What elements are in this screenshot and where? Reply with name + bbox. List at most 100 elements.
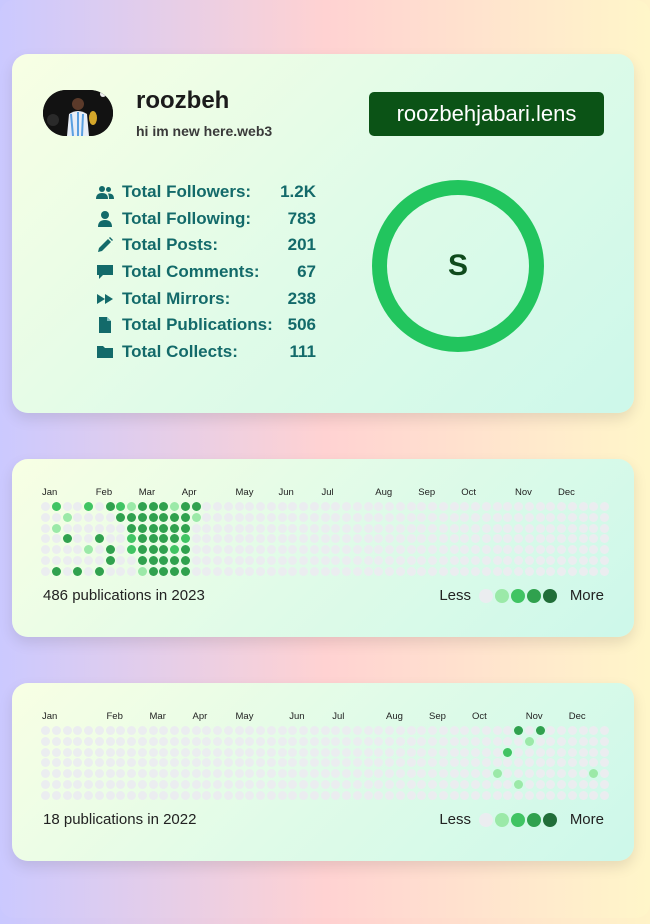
day-cell[interactable]	[363, 502, 373, 511]
day-cell[interactable]	[331, 758, 341, 768]
day-cell[interactable]	[363, 726, 373, 735]
day-cell[interactable]	[94, 790, 104, 800]
day-cell[interactable]	[127, 758, 136, 768]
day-cell[interactable]	[137, 566, 147, 576]
day-cell[interactable]	[116, 502, 126, 511]
day-cell[interactable]	[514, 736, 523, 746]
day-cell[interactable]	[524, 555, 534, 565]
day-cell[interactable]	[170, 555, 179, 565]
day-cell[interactable]	[535, 502, 545, 511]
day-cell[interactable]	[170, 512, 179, 522]
day-cell[interactable]	[202, 736, 212, 746]
day-cell[interactable]	[395, 566, 405, 576]
day-cell[interactable]	[213, 512, 222, 522]
day-cell[interactable]	[449, 758, 459, 768]
day-cell[interactable]	[438, 747, 448, 757]
day-cell[interactable]	[180, 534, 190, 544]
day-cell[interactable]	[352, 512, 362, 522]
day-cell[interactable]	[535, 726, 545, 735]
day-cell[interactable]	[105, 566, 115, 576]
day-cell[interactable]	[428, 747, 437, 757]
day-cell[interactable]	[320, 534, 330, 544]
day-cell[interactable]	[438, 726, 448, 735]
day-cell[interactable]	[567, 736, 577, 746]
day-cell[interactable]	[385, 566, 394, 576]
day-cell[interactable]	[256, 555, 265, 565]
day-cell[interactable]	[256, 790, 265, 800]
day-cell[interactable]	[503, 779, 513, 789]
day-cell[interactable]	[492, 736, 502, 746]
day-cell[interactable]	[492, 512, 502, 522]
day-cell[interactable]	[94, 726, 104, 735]
day-cell[interactable]	[524, 545, 534, 554]
day-cell[interactable]	[589, 566, 599, 576]
day-cell[interactable]	[481, 747, 491, 757]
day-cell[interactable]	[546, 534, 556, 544]
day-cell[interactable]	[417, 566, 427, 576]
day-cell[interactable]	[180, 769, 190, 778]
day-cell[interactable]	[234, 758, 244, 768]
day-cell[interactable]	[578, 534, 588, 544]
day-cell[interactable]	[428, 769, 437, 778]
day-cell[interactable]	[148, 555, 158, 565]
day-cell[interactable]	[51, 545, 61, 554]
day-cell[interactable]	[481, 736, 491, 746]
day-cell[interactable]	[438, 555, 448, 565]
day-cell[interactable]	[395, 736, 405, 746]
day-cell[interactable]	[395, 545, 405, 554]
day-cell[interactable]	[94, 545, 104, 554]
day-cell[interactable]	[492, 769, 502, 778]
day-cell[interactable]	[471, 769, 480, 778]
day-cell[interactable]	[374, 512, 384, 522]
day-cell[interactable]	[266, 502, 276, 511]
day-cell[interactable]	[514, 523, 523, 533]
day-cell[interactable]	[266, 523, 276, 533]
day-cell[interactable]	[417, 726, 427, 735]
day-cell[interactable]	[234, 726, 244, 735]
day-cell[interactable]	[51, 747, 61, 757]
day-cell[interactable]	[449, 779, 459, 789]
day-cell[interactable]	[320, 523, 330, 533]
day-cell[interactable]	[342, 534, 351, 544]
day-cell[interactable]	[331, 747, 341, 757]
day-cell[interactable]	[299, 769, 308, 778]
day-cell[interactable]	[331, 769, 341, 778]
day-cell[interactable]	[137, 523, 147, 533]
day-cell[interactable]	[148, 523, 158, 533]
day-cell[interactable]	[266, 736, 276, 746]
day-cell[interactable]	[352, 534, 362, 544]
day-cell[interactable]	[277, 790, 287, 800]
day-cell[interactable]	[438, 566, 448, 576]
day-cell[interactable]	[481, 502, 491, 511]
day-cell[interactable]	[62, 523, 72, 533]
day-cell[interactable]	[342, 502, 351, 511]
day-cell[interactable]	[62, 502, 72, 511]
day-cell[interactable]	[148, 736, 158, 746]
day-cell[interactable]	[137, 512, 147, 522]
day-cell[interactable]	[105, 512, 115, 522]
day-cell[interactable]	[41, 736, 50, 746]
day-cell[interactable]	[202, 502, 212, 511]
day-cell[interactable]	[148, 769, 158, 778]
day-cell[interactable]	[589, 726, 599, 735]
day-cell[interactable]	[309, 566, 319, 576]
day-cell[interactable]	[159, 566, 169, 576]
day-cell[interactable]	[170, 779, 179, 789]
day-cell[interactable]	[288, 502, 298, 511]
day-cell[interactable]	[567, 747, 577, 757]
day-cell[interactable]	[191, 758, 201, 768]
day-cell[interactable]	[277, 555, 287, 565]
day-cell[interactable]	[202, 512, 212, 522]
day-cell[interactable]	[428, 534, 437, 544]
avatar[interactable]	[43, 90, 113, 136]
day-cell[interactable]	[170, 545, 179, 554]
day-cell[interactable]	[503, 566, 513, 576]
day-cell[interactable]	[288, 512, 298, 522]
day-cell[interactable]	[191, 555, 201, 565]
day-cell[interactable]	[309, 726, 319, 735]
day-cell[interactable]	[309, 769, 319, 778]
day-cell[interactable]	[460, 747, 470, 757]
day-cell[interactable]	[320, 769, 330, 778]
day-cell[interactable]	[460, 779, 470, 789]
day-cell[interactable]	[503, 758, 513, 768]
